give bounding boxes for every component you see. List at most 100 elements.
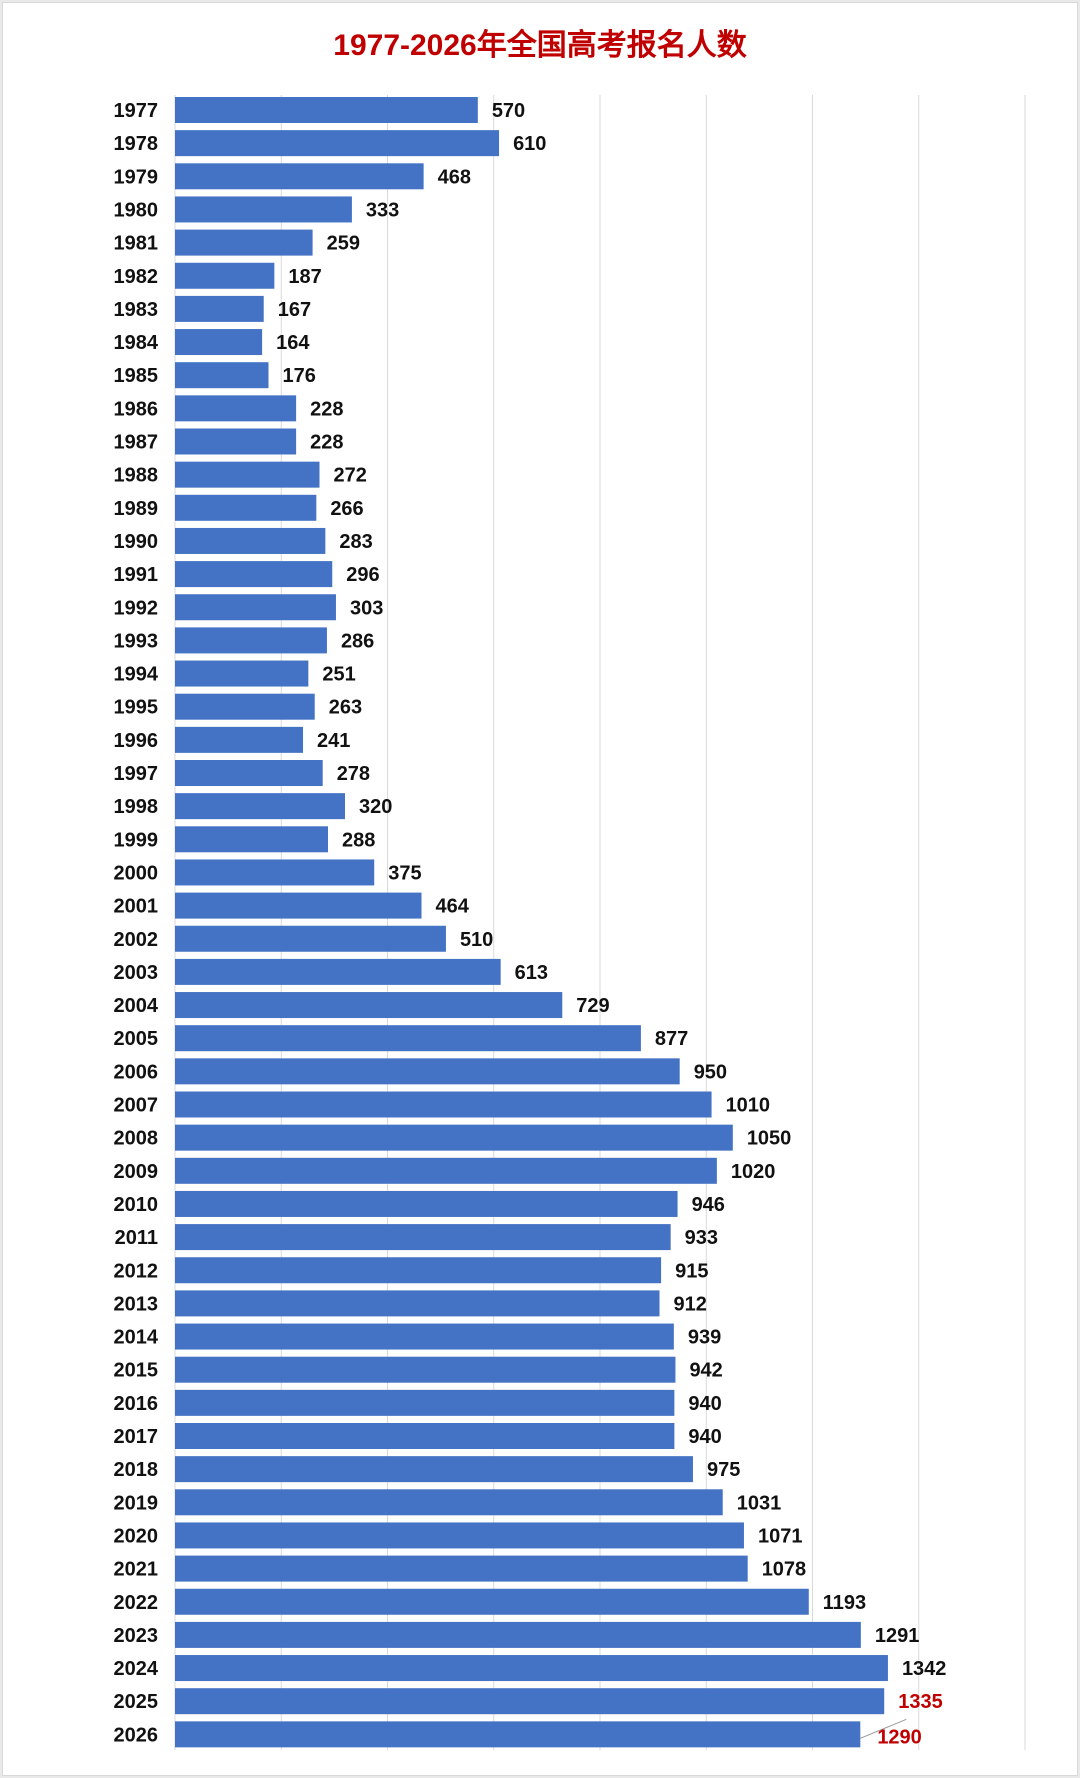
bar: [175, 660, 309, 687]
category-label: 1998: [114, 796, 159, 818]
category-label: 2019: [114, 1492, 159, 1514]
data-label: 1050: [747, 1128, 792, 1150]
bar: [175, 1456, 693, 1483]
category-label: 1982: [114, 266, 159, 288]
bar: [175, 1290, 660, 1317]
data-label: 167: [278, 299, 311, 321]
bar: [175, 395, 297, 422]
data-label: 375: [388, 862, 421, 884]
category-label: 2009: [114, 1161, 159, 1183]
data-label: 228: [310, 398, 343, 420]
bar: [175, 97, 478, 123]
data-label: 1193: [823, 1592, 866, 1614]
category-label: 1977: [114, 100, 159, 122]
data-label: 296: [346, 564, 379, 586]
data-label: 286: [341, 630, 374, 652]
data-label: 283: [339, 531, 372, 553]
category-label: 2024: [114, 1658, 159, 1680]
data-label: 1291: [875, 1625, 920, 1647]
data-label: 933: [685, 1227, 718, 1249]
bar: [175, 362, 269, 389]
data-label: 333: [366, 199, 399, 221]
data-label: 940: [688, 1426, 721, 1448]
category-label: 2001: [114, 896, 159, 918]
data-label: 278: [337, 763, 370, 785]
data-label: 912: [674, 1293, 707, 1315]
category-label: 1986: [114, 398, 159, 420]
category-label: 2007: [114, 1095, 159, 1117]
category-label: 2025: [114, 1691, 159, 1713]
category-label: 1983: [114, 299, 159, 321]
bars: [175, 97, 888, 1748]
category-label: 2011: [115, 1227, 158, 1249]
category-label: 1995: [114, 697, 159, 719]
data-label: 915: [675, 1260, 708, 1282]
bar: [175, 295, 264, 322]
bar: [175, 229, 313, 256]
bar: [175, 262, 275, 289]
data-label: 303: [350, 597, 383, 619]
bar: [175, 925, 446, 952]
data-label: 266: [330, 498, 363, 520]
data-label: 468: [438, 166, 471, 188]
category-label: 2020: [114, 1525, 159, 1547]
bar: [175, 1621, 861, 1648]
bar: [175, 494, 317, 521]
bar: [175, 627, 327, 654]
data-labels: 1977 570 1978 610 1979 468 1980 333 1981 259 1982 1…: [114, 100, 947, 1748]
data-label: 613: [515, 962, 548, 984]
bar: [175, 1323, 674, 1350]
bar: [175, 461, 320, 488]
category-label: 1994: [114, 664, 159, 686]
bar: [175, 992, 563, 1019]
data-label: 176: [283, 365, 316, 387]
category-label: 1984: [114, 332, 159, 354]
leader-line: [860, 1718, 907, 1739]
category-label: 2017: [114, 1426, 159, 1448]
data-label: 942: [689, 1360, 722, 1382]
category-label: 2002: [114, 929, 159, 951]
data-label: 610: [513, 133, 546, 155]
data-label: 729: [576, 995, 609, 1017]
category-label: 1988: [114, 465, 159, 487]
data-label: 263: [329, 697, 362, 719]
bar: [175, 329, 263, 356]
data-label: 164: [276, 332, 310, 354]
category-label: 1992: [114, 597, 159, 619]
category-label: 2005: [114, 1028, 159, 1050]
category-label: 2010: [114, 1194, 159, 1216]
data-label: 228: [310, 432, 343, 454]
category-label: 1991: [114, 564, 159, 586]
category-label: 1979: [114, 166, 159, 188]
bar: [175, 859, 375, 886]
data-label: 510: [460, 929, 493, 951]
category-label: 2004: [114, 995, 159, 1017]
bar: [175, 1091, 712, 1118]
bar: [175, 693, 315, 720]
category-label: 1978: [114, 133, 159, 155]
data-label: 946: [692, 1194, 725, 1216]
bar: [175, 1356, 676, 1383]
bar: [175, 196, 352, 223]
category-label: 2000: [114, 862, 159, 884]
bar: [175, 1522, 744, 1549]
category-label: 1997: [114, 763, 159, 785]
category-label: 1996: [114, 730, 159, 752]
bar: [175, 1688, 885, 1715]
category-label: 1987: [114, 432, 159, 454]
bar: [175, 561, 333, 588]
category-label: 1981: [114, 233, 159, 255]
bar: [175, 1058, 680, 1085]
category-label: 1993: [114, 630, 159, 652]
category-label: 2006: [114, 1061, 159, 1083]
data-label: 950: [694, 1061, 727, 1083]
bar: [175, 1157, 717, 1184]
bar: [175, 1224, 671, 1251]
data-label: 1342: [902, 1658, 947, 1680]
bar: [175, 760, 323, 786]
data-label: 1335: [898, 1691, 943, 1713]
category-label: 2014: [114, 1327, 159, 1349]
bar: [175, 428, 297, 455]
data-label: 940: [688, 1393, 721, 1415]
data-label: 1020: [731, 1161, 776, 1183]
